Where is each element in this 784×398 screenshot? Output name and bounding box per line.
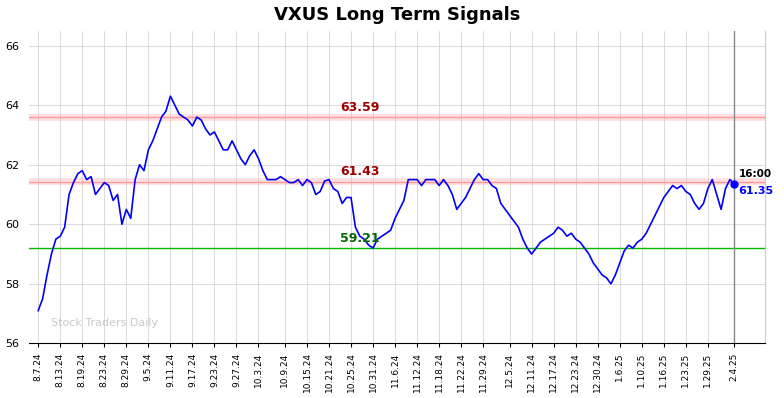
- Text: 16:00: 16:00: [739, 169, 771, 179]
- Text: 61.35: 61.35: [739, 185, 774, 195]
- Text: 63.59: 63.59: [340, 101, 379, 114]
- Bar: [30, 114, 765, 121]
- Bar: [30, 178, 765, 185]
- Text: Stock Traders Daily: Stock Traders Daily: [52, 318, 158, 328]
- Text: 61.43: 61.43: [340, 165, 379, 178]
- Title: VXUS Long Term Signals: VXUS Long Term Signals: [274, 6, 521, 23]
- Text: 59.21: 59.21: [340, 232, 379, 246]
